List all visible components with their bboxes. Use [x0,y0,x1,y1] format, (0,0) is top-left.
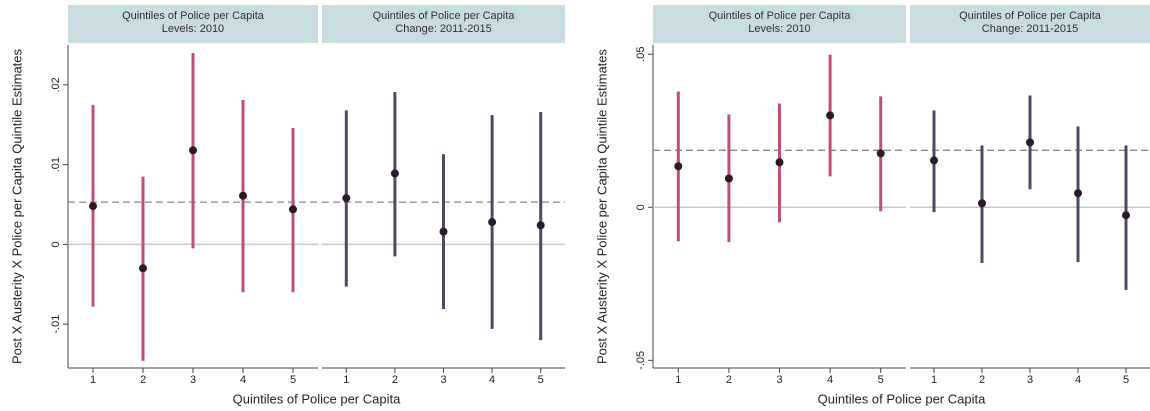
point-estimate [724,174,733,183]
point-estimate [189,146,197,155]
x-axis-title: Quintiles of Police per Capita [818,391,986,406]
x-tick-label: 3 [1027,374,1033,386]
point-estimate [439,227,448,236]
x-tick-label: 4 [489,374,495,386]
x-tick-label: 4 [827,374,833,386]
point-estimate [139,264,147,273]
facet-title: Quintiles of Police per Capita [709,10,852,22]
y-tick-label: .02 [50,77,62,92]
x-tick-label: 3 [440,374,446,386]
facet-header [910,5,1150,43]
facet-title: Levels: 2010 [162,23,224,35]
x-axis-title: Quintiles of Police per Capita [233,391,401,406]
point-estimate [1074,189,1082,198]
x-tick-label: 1 [343,374,349,386]
y-tick-label: 0 [635,204,647,210]
x-tick-label: 4 [240,374,246,386]
y-tick-label: -.01 [50,315,62,334]
point-estimate [978,199,986,208]
point-estimate [674,162,683,171]
x-tick-label: 5 [1123,374,1129,386]
facet-header [68,5,318,43]
facet-header [322,5,565,43]
facet-title: Change: 2011-2015 [982,23,1078,35]
y-axis-title: Post X Austerity X Police per Capita Qui… [9,48,24,364]
y-tick-label: 0 [50,241,62,247]
chart: Post X Austerity X Police per Capita Qui… [594,5,1150,406]
y-axis-title: Post X Austerity X Police per Capita Qui… [594,48,609,364]
x-tick-label: 1 [90,374,96,386]
facet-title: Levels: 2010 [748,23,810,35]
point-estimate [1122,211,1130,220]
x-tick-label: 2 [979,374,985,386]
x-tick-label: 5 [290,374,296,386]
point-estimate [342,194,351,203]
point-estimate [1026,138,1034,147]
chart: Post X Austerity X Police per Capita Qui… [9,5,565,406]
x-tick-label: 2 [392,374,398,386]
point-estimate [775,158,784,167]
x-tick-label: 4 [1075,374,1081,386]
point-estimate [876,149,885,158]
point-estimate [289,205,297,214]
facet-title: Quintiles of Police per Capita [373,10,516,22]
facet-title: Quintiles of Police per Capita [122,10,265,22]
point-estimate [536,221,545,230]
x-tick-label: 3 [776,374,782,386]
point-estimate [930,156,938,165]
point-estimate [826,111,835,120]
facet-title: Quintiles of Police per Capita [959,10,1102,22]
x-tick-label: 1 [931,374,937,386]
point-estimate [239,191,247,200]
y-tick-label: .01 [50,157,62,172]
x-tick-label: 1 [675,374,681,386]
y-tick-label: -.05 [635,351,647,370]
point-estimate [390,169,399,178]
y-tick-label: .05 [635,47,647,62]
x-tick-label: 5 [538,374,544,386]
point-estimate [89,202,97,211]
x-tick-label: 3 [190,374,196,386]
facet-header [653,5,906,43]
facet-title: Change: 2011-2015 [395,23,491,35]
x-tick-label: 2 [726,374,732,386]
x-tick-label: 2 [140,374,146,386]
point-estimate [488,218,497,227]
x-tick-label: 5 [878,374,884,386]
